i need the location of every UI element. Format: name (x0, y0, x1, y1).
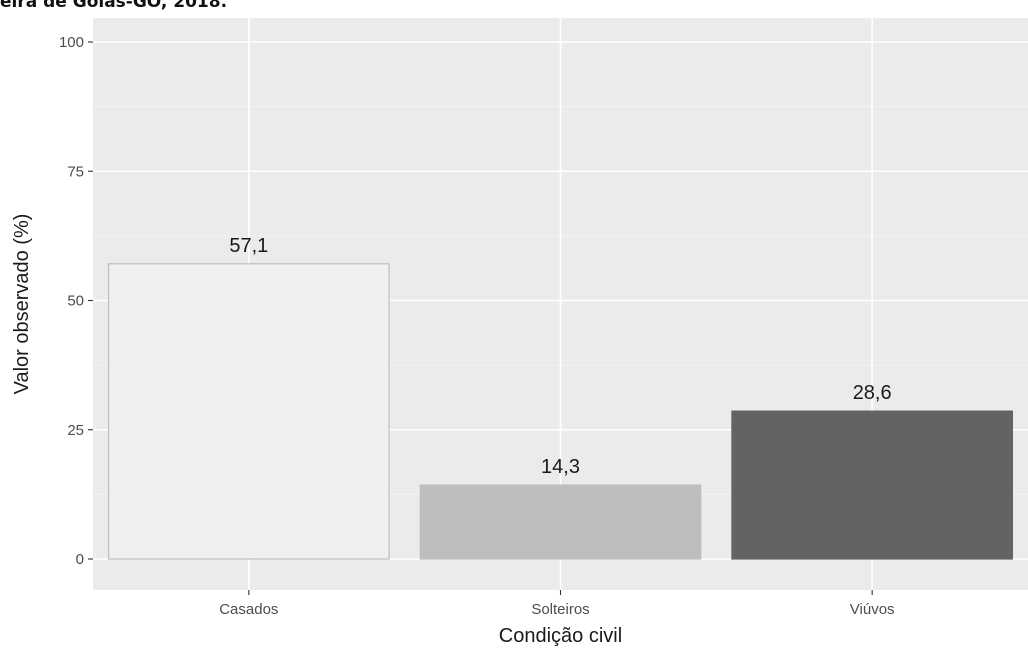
bar-solteiros (419, 484, 702, 560)
data-labels: 57,1 14,3 28,6 (229, 235, 891, 478)
y-tick-label: 75 (67, 163, 84, 180)
y-tick-label: 25 (67, 422, 84, 439)
x-tick-label: Solteiros (531, 601, 589, 618)
y-tick-label: 50 (67, 293, 84, 310)
data-label: 28,6 (853, 382, 892, 404)
x-axis-title: Condição civil (499, 625, 622, 647)
y-axis-title: Valor observado (%) (11, 214, 33, 395)
y-tick-label: 0 (76, 551, 84, 568)
chart-title: eira de Goiás-GO, 2018. (0, 0, 228, 12)
bars (107, 263, 1014, 560)
y-tick-label: 100 (59, 34, 84, 51)
data-label: 14,3 (541, 456, 580, 478)
bar-viúvos (731, 410, 1014, 560)
x-axis: Casados Solteiros Viúvos (219, 590, 895, 618)
bar-casados (107, 263, 390, 560)
x-tick-label: Casados (219, 601, 278, 618)
y-axis: 0 25 50 75 100 (59, 34, 93, 568)
x-tick-label: Viúvos (850, 601, 895, 618)
data-label: 57,1 (229, 235, 268, 257)
